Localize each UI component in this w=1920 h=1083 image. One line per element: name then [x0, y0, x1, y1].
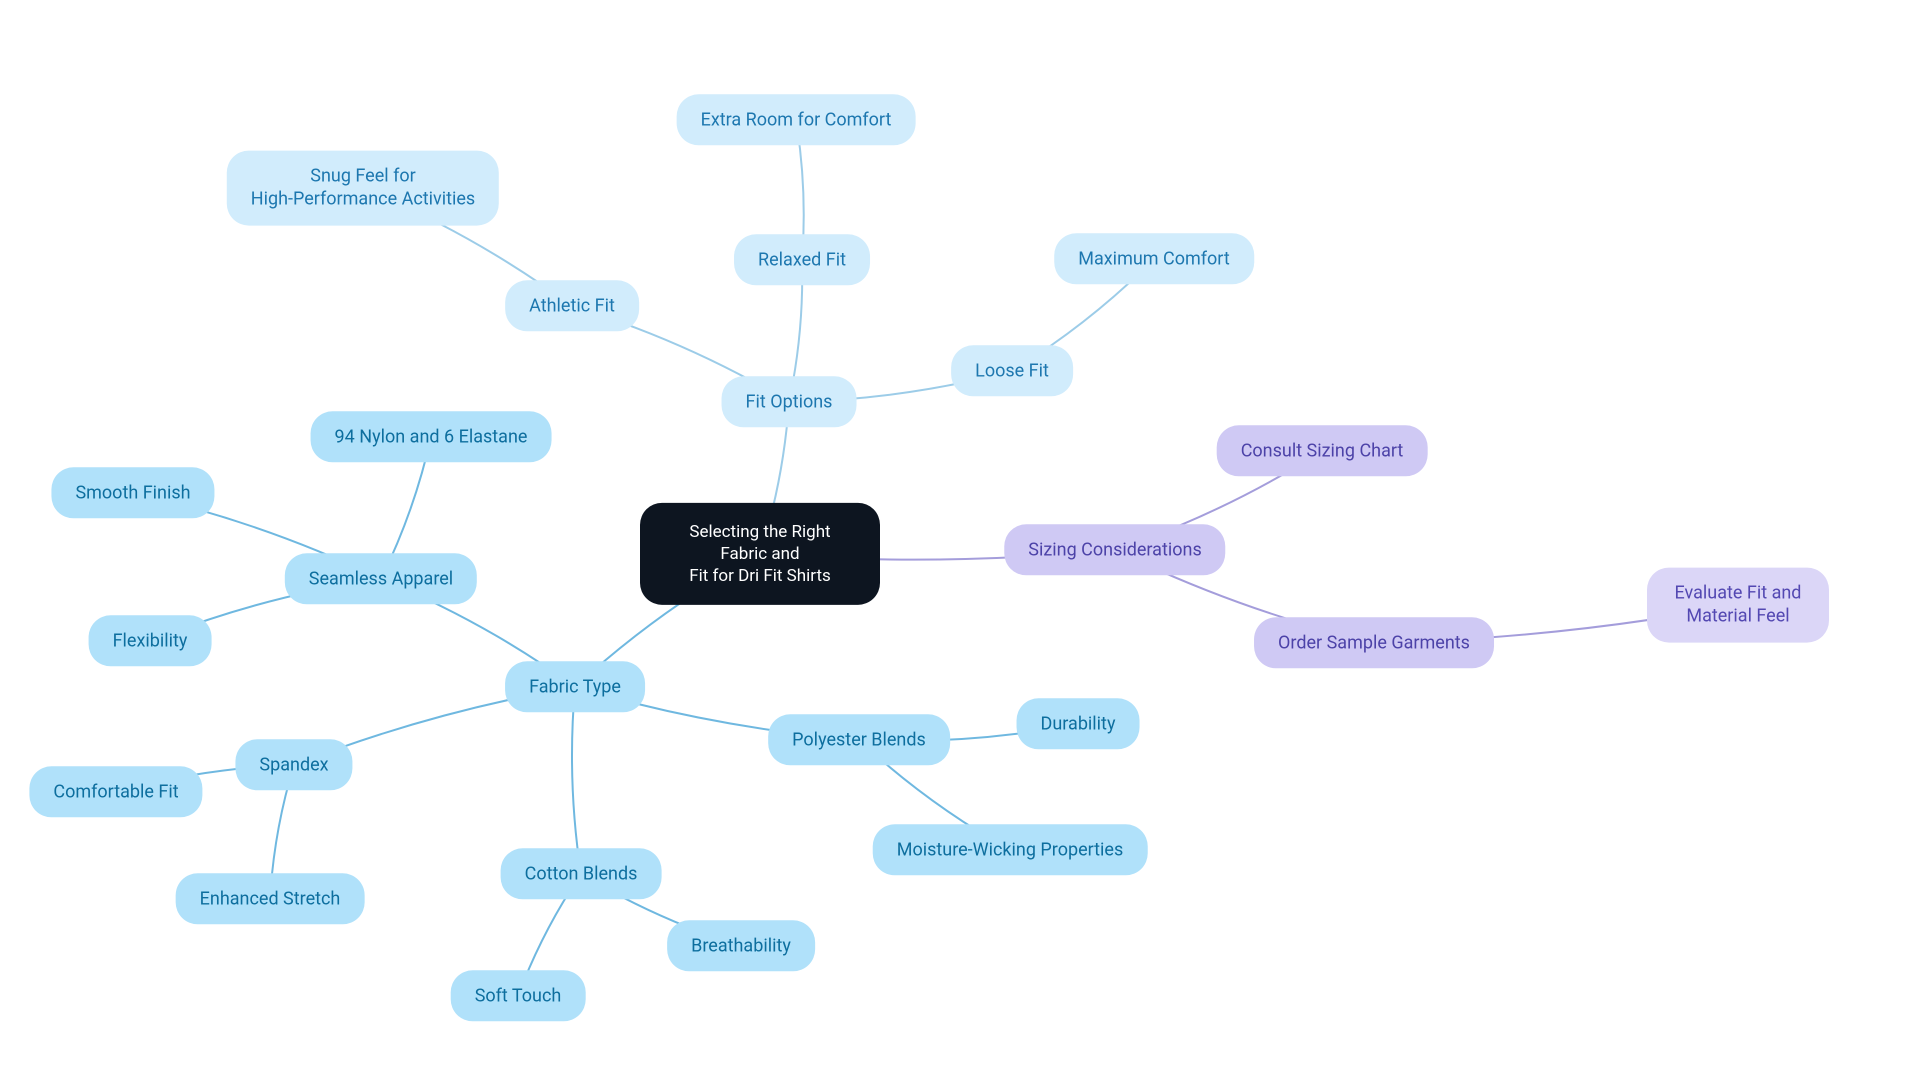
node-consult-chart: Consult Sizing Chart	[1217, 425, 1428, 476]
node-extra-room: Extra Room for Comfort	[677, 94, 916, 145]
node-seamless: Seamless Apparel	[285, 553, 477, 604]
node-fabric-type: Fabric Type	[505, 661, 645, 712]
node-cotton-blends: Cotton Blends	[501, 848, 662, 899]
node-smooth-finish: Smooth Finish	[51, 467, 214, 518]
node-sizing: Sizing Considerations	[1004, 524, 1225, 575]
node-soft-touch: Soft Touch	[451, 970, 586, 1021]
node-spandex: Spandex	[235, 739, 352, 790]
node-order-sample: Order Sample Garments	[1254, 617, 1494, 668]
node-max-comfort: Maximum Comfort	[1054, 233, 1254, 284]
node-relaxed-fit: Relaxed Fit	[734, 234, 870, 285]
node-enhanced-stretch: Enhanced Stretch	[176, 873, 365, 924]
node-evaluate: Evaluate Fit and Material Feel	[1647, 568, 1829, 643]
mindmap-canvas: Selecting the Right Fabric and Fit for D…	[0, 0, 1920, 1083]
node-flexibility: Flexibility	[89, 615, 212, 666]
node-snug: Snug Feel for High-Performance Activitie…	[227, 151, 499, 226]
node-root: Selecting the Right Fabric and Fit for D…	[640, 503, 880, 605]
node-fit-options: Fit Options	[722, 376, 857, 427]
node-breathability: Breathability	[667, 920, 815, 971]
node-durability: Durability	[1017, 698, 1140, 749]
node-comfortable-fit: Comfortable Fit	[29, 766, 202, 817]
node-moisture-wick: Moisture-Wicking Properties	[873, 824, 1148, 875]
node-nylon-elastane: 94 Nylon and 6 Elastane	[311, 411, 552, 462]
node-polyester-blends: Polyester Blends	[768, 714, 950, 765]
node-loose-fit: Loose Fit	[951, 345, 1073, 396]
node-athletic-fit: Athletic Fit	[505, 280, 639, 331]
